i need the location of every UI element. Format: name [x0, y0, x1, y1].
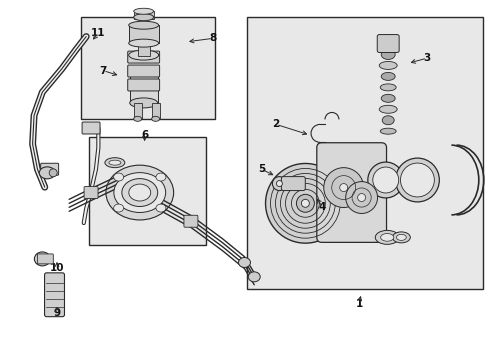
Bar	[128, 25, 158, 43]
Ellipse shape	[323, 168, 363, 207]
Ellipse shape	[301, 199, 309, 207]
Ellipse shape	[238, 257, 250, 267]
FancyBboxPatch shape	[183, 215, 198, 227]
Ellipse shape	[114, 173, 165, 212]
FancyBboxPatch shape	[44, 273, 64, 317]
Ellipse shape	[381, 50, 394, 59]
Text: 4: 4	[318, 202, 325, 212]
Ellipse shape	[367, 162, 403, 198]
FancyBboxPatch shape	[376, 35, 398, 53]
Ellipse shape	[133, 8, 153, 14]
Ellipse shape	[156, 173, 165, 181]
Text: 7: 7	[100, 66, 107, 76]
Bar	[88, 137, 205, 244]
Ellipse shape	[49, 169, 57, 177]
Ellipse shape	[39, 167, 55, 179]
Ellipse shape	[133, 116, 142, 121]
Ellipse shape	[396, 234, 406, 240]
Bar	[129, 75, 157, 103]
Ellipse shape	[128, 21, 158, 29]
FancyBboxPatch shape	[82, 122, 100, 134]
Ellipse shape	[34, 252, 50, 266]
Ellipse shape	[265, 163, 345, 243]
Ellipse shape	[381, 72, 394, 80]
Ellipse shape	[105, 158, 124, 168]
Ellipse shape	[357, 194, 365, 202]
Bar	[151, 103, 159, 119]
Ellipse shape	[372, 167, 398, 193]
Ellipse shape	[272, 177, 286, 190]
FancyBboxPatch shape	[127, 51, 159, 63]
Ellipse shape	[109, 160, 121, 165]
FancyBboxPatch shape	[127, 65, 159, 77]
Text: 10: 10	[50, 263, 64, 273]
Ellipse shape	[345, 181, 377, 213]
Ellipse shape	[248, 272, 260, 282]
Ellipse shape	[128, 50, 158, 60]
FancyBboxPatch shape	[84, 186, 98, 198]
Ellipse shape	[128, 39, 158, 47]
Ellipse shape	[391, 232, 409, 243]
Ellipse shape	[156, 204, 165, 212]
Bar	[246, 17, 482, 289]
Text: 9: 9	[53, 308, 61, 318]
Ellipse shape	[276, 181, 282, 186]
Ellipse shape	[400, 163, 433, 197]
Ellipse shape	[380, 84, 395, 91]
FancyBboxPatch shape	[281, 177, 305, 190]
Ellipse shape	[128, 184, 150, 201]
Ellipse shape	[296, 194, 314, 212]
Text: 6: 6	[141, 130, 148, 140]
Ellipse shape	[129, 98, 157, 108]
Ellipse shape	[381, 94, 394, 102]
Ellipse shape	[380, 234, 393, 241]
Ellipse shape	[382, 116, 393, 125]
Text: 11: 11	[91, 28, 105, 38]
FancyBboxPatch shape	[37, 254, 53, 264]
Bar	[133, 103, 142, 119]
Ellipse shape	[395, 158, 438, 202]
Bar	[81, 17, 215, 119]
Ellipse shape	[379, 105, 396, 113]
Ellipse shape	[113, 173, 123, 181]
Text: 1: 1	[355, 299, 362, 309]
Ellipse shape	[106, 165, 173, 220]
Bar	[138, 41, 149, 56]
Ellipse shape	[113, 204, 123, 212]
Bar	[133, 11, 153, 19]
FancyBboxPatch shape	[316, 143, 386, 242]
Text: 2: 2	[272, 120, 279, 129]
Text: 8: 8	[209, 33, 216, 43]
Ellipse shape	[339, 184, 347, 192]
Ellipse shape	[122, 179, 157, 207]
Ellipse shape	[133, 14, 153, 21]
Text: 3: 3	[423, 53, 430, 63]
Ellipse shape	[379, 62, 396, 69]
Ellipse shape	[151, 116, 159, 121]
FancyBboxPatch shape	[41, 163, 59, 175]
Ellipse shape	[374, 230, 398, 244]
FancyBboxPatch shape	[127, 79, 159, 91]
Ellipse shape	[380, 128, 395, 134]
Text: 5: 5	[257, 164, 264, 174]
